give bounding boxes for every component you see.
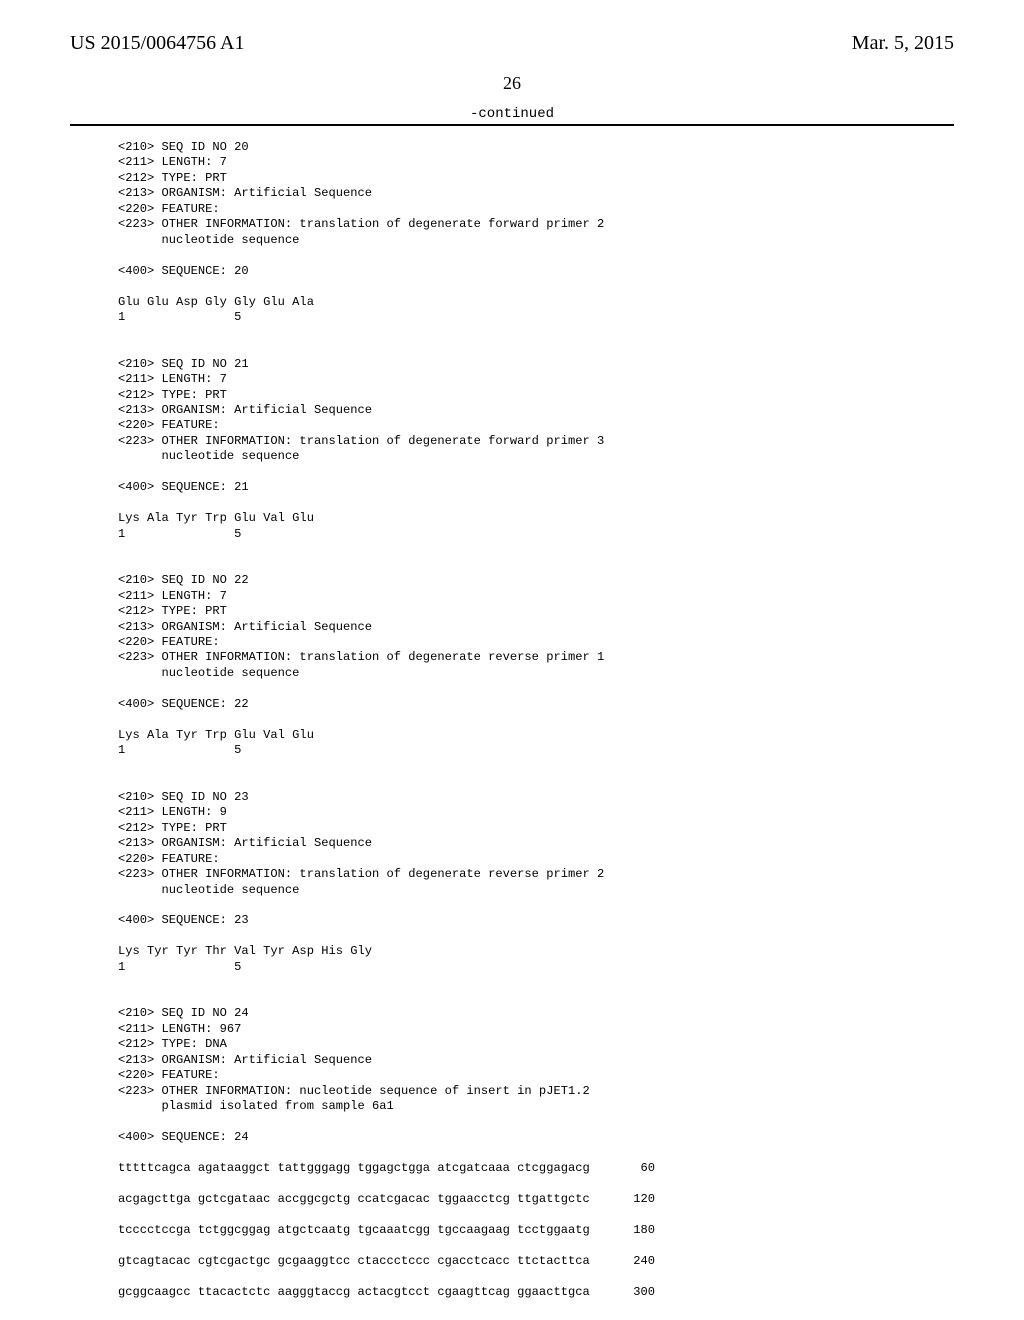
seq21-l4: <213> ORGANISM: Artificial Sequence <box>118 403 372 417</box>
pub-number: US 2015/0064756 A1 <box>70 32 244 55</box>
seq21-l2: <211> LENGTH: 7 <box>118 372 227 386</box>
seq23-l2: <211> LENGTH: 9 <box>118 805 227 819</box>
seq22-l6: <223> OTHER INFORMATION: translation of … <box>118 650 604 664</box>
seq20-l1: <210> SEQ ID NO 20 <box>118 140 249 154</box>
seq20-l2: <211> LENGTH: 7 <box>118 155 227 169</box>
seq20-pep: Glu Glu Asp Gly Gly Glu Ala <box>118 295 314 309</box>
seq24-l5: <220> FEATURE: <box>118 1068 220 1082</box>
seq23-num: 1 5 <box>118 960 241 974</box>
seq22-l8: <400> SEQUENCE: 22 <box>118 697 249 711</box>
seq23-pep: Lys Tyr Tyr Thr Val Tyr Asp His Gly <box>118 944 372 958</box>
seq20-l6: <223> OTHER INFORMATION: translation of … <box>118 217 604 231</box>
seq20-l4: <213> ORGANISM: Artificial Sequence <box>118 186 372 200</box>
seq24-l7: plasmid isolated from sample 6a1 <box>118 1099 394 1113</box>
seq24-l2: <211> LENGTH: 967 <box>118 1022 241 1036</box>
seq24-row3: tcccctccga tctggcggag atgctcaatg tgcaaat… <box>118 1223 655 1237</box>
seq21-l1: <210> SEQ ID NO 21 <box>118 357 249 371</box>
seq20-l8: <400> SEQUENCE: 20 <box>118 264 249 278</box>
seq24-l3: <212> TYPE: DNA <box>118 1037 227 1051</box>
seq21-l6: <223> OTHER INFORMATION: translation of … <box>118 434 604 448</box>
seq23-l3: <212> TYPE: PRT <box>118 821 227 835</box>
seq21-l7: nucleotide sequence <box>118 449 299 463</box>
seq20-num: 1 5 <box>118 310 241 324</box>
seq22-l5: <220> FEATURE: <box>118 635 220 649</box>
seq24-l1: <210> SEQ ID NO 24 <box>118 1006 249 1020</box>
seq23-l7: nucleotide sequence <box>118 883 299 897</box>
seq22-l1: <210> SEQ ID NO 22 <box>118 573 249 587</box>
pub-date: Mar. 5, 2015 <box>852 32 954 55</box>
seq23-l4: <213> ORGANISM: Artificial Sequence <box>118 836 372 850</box>
seq24-l6: <223> OTHER INFORMATION: nucleotide sequ… <box>118 1084 590 1098</box>
seq23-l5: <220> FEATURE: <box>118 852 220 866</box>
continued-label: -continued <box>70 106 954 122</box>
seq22-l4: <213> ORGANISM: Artificial Sequence <box>118 620 372 634</box>
header-row: US 2015/0064756 A1 Mar. 5, 2015 <box>70 32 954 55</box>
seq20-l3: <212> TYPE: PRT <box>118 171 227 185</box>
seq23-l6: <223> OTHER INFORMATION: translation of … <box>118 867 604 881</box>
seq21-num: 1 5 <box>118 527 241 541</box>
seq21-pep: Lys Ala Tyr Trp Glu Val Glu <box>118 511 314 525</box>
seq20-l5: <220> FEATURE: <box>118 202 220 216</box>
seq21-l3: <212> TYPE: PRT <box>118 388 227 402</box>
seq22-l2: <211> LENGTH: 7 <box>118 589 227 603</box>
seq21-l8: <400> SEQUENCE: 21 <box>118 480 249 494</box>
seq23-l8: <400> SEQUENCE: 23 <box>118 913 249 927</box>
seq20-l7: nucleotide sequence <box>118 233 299 247</box>
sequence-listing: <210> SEQ ID NO 20 <211> LENGTH: 7 <212>… <box>70 140 954 1300</box>
page: US 2015/0064756 A1 Mar. 5, 2015 26 -cont… <box>0 0 1024 1320</box>
seq24-row1: tttttcagca agataaggct tattgggagg tggagct… <box>118 1161 655 1175</box>
divider <box>70 124 954 126</box>
seq23-l1: <210> SEQ ID NO 23 <box>118 790 249 804</box>
seq24-l4: <213> ORGANISM: Artificial Sequence <box>118 1053 372 1067</box>
seq22-pep: Lys Ala Tyr Trp Glu Val Glu <box>118 728 314 742</box>
seq21-l5: <220> FEATURE: <box>118 418 220 432</box>
page-number: 26 <box>70 73 954 94</box>
seq22-l3: <212> TYPE: PRT <box>118 604 227 618</box>
seq24-row2: acgagcttga gctcgataac accggcgctg ccatcga… <box>118 1192 655 1206</box>
seq24-row5: gcggcaagcc ttacactctc aagggtaccg actacgt… <box>118 1285 655 1299</box>
seq24-row4: gtcagtacac cgtcgactgc gcgaaggtcc ctaccct… <box>118 1254 655 1268</box>
seq24-l8: <400> SEQUENCE: 24 <box>118 1130 249 1144</box>
seq22-l7: nucleotide sequence <box>118 666 299 680</box>
seq22-num: 1 5 <box>118 743 241 757</box>
